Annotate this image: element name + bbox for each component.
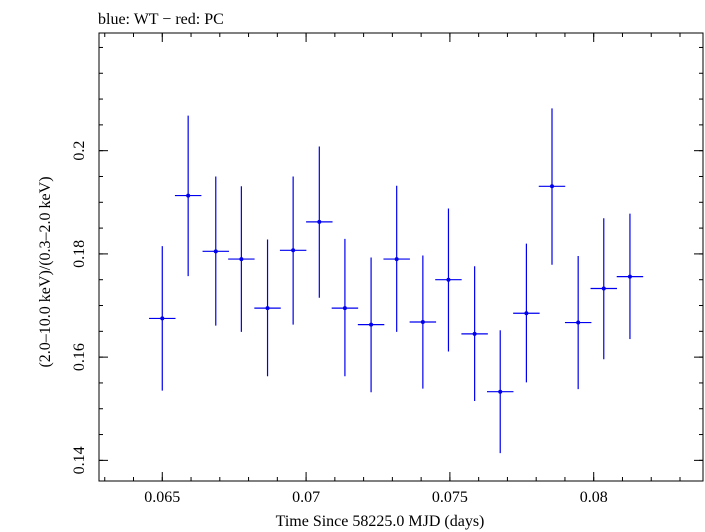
data-point — [213, 249, 218, 254]
data-point — [627, 274, 632, 279]
x-tick-label: 0.08 — [580, 489, 608, 506]
data-point — [550, 184, 554, 189]
data-point — [317, 219, 322, 224]
data-point — [601, 286, 606, 291]
x-axis-label: Time Since 58225.0 MJD (days) — [276, 513, 485, 530]
data-point — [524, 311, 529, 316]
data-point — [472, 331, 477, 336]
data-point — [186, 193, 191, 198]
data-point — [369, 322, 374, 327]
data-point — [265, 306, 270, 311]
x-tick-label: 0.075 — [432, 489, 468, 506]
plot-frame — [98, 32, 704, 482]
y-tick-label: 0.18 — [71, 240, 88, 268]
x-tick-label: 0.065 — [144, 489, 180, 506]
data-point — [291, 248, 296, 253]
y-tick-label: 0.16 — [71, 343, 88, 371]
chart-title: blue: WT − red: PC — [98, 11, 224, 28]
data-point — [498, 389, 503, 394]
data-point — [239, 257, 244, 262]
data-point — [160, 316, 165, 321]
data-point — [576, 320, 581, 325]
y-axis-label: (2.0–10.0 keV)/(0.3–2.0 keV) — [37, 176, 54, 367]
axis-ticks: 0.065 0.07 0.075 0.08 0.14 0.16 0.18 0.2 — [71, 33, 703, 506]
data-point — [446, 277, 451, 282]
data-point — [342, 306, 347, 311]
y-tick-label: 0.2 — [71, 141, 88, 161]
y-tick-label: 0.14 — [71, 446, 88, 474]
data-point — [394, 257, 399, 262]
x-tick-label: 0.07 — [292, 489, 320, 506]
data-point — [420, 320, 425, 325]
data-points — [149, 108, 644, 454]
